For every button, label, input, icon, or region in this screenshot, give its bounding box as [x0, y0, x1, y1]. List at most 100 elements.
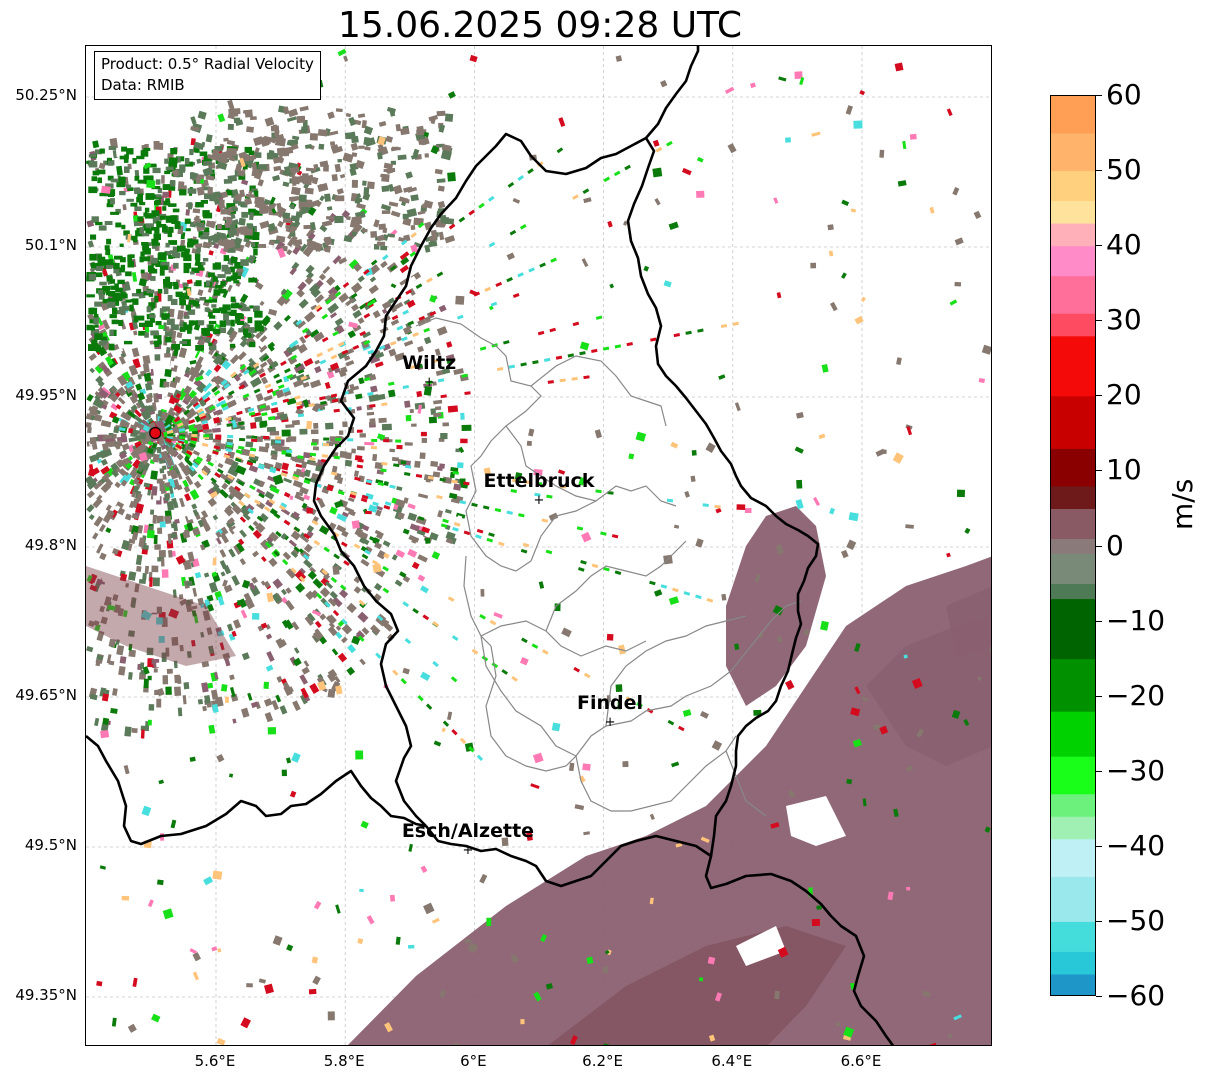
radar-map[interactable]: + Wiltz + Ettelbruck + Findel + Esch/Alzette: [85, 45, 992, 1046]
echo-bin: [451, 635, 459, 642]
echo-bin: [285, 568, 297, 579]
echo-bin: [323, 573, 331, 581]
echo-bin: [381, 402, 388, 407]
echo-bin: [402, 326, 412, 335]
echo-bin: [108, 160, 113, 166]
echo-bin: [116, 180, 126, 188]
echo-bin: [335, 437, 342, 441]
echo-bin: [395, 549, 406, 558]
echo-bin: [89, 319, 96, 324]
echo-bin: [238, 421, 245, 426]
echo-bin: [163, 282, 172, 289]
echo-bin: [399, 571, 407, 578]
echo-bin: [189, 948, 197, 955]
echo-bin: [903, 654, 908, 659]
echo-bin: [273, 130, 280, 138]
echo-bin: [671, 761, 680, 768]
echo-bin: [268, 308, 278, 316]
echo-bin: [402, 384, 410, 390]
echo-bin: [235, 449, 243, 455]
echo-bin: [187, 551, 195, 563]
echo-bin: [368, 373, 377, 381]
echo-bin: [239, 529, 247, 538]
echo-bin: [231, 630, 237, 637]
echo-bin: [721, 593, 727, 601]
echo-bin: [417, 493, 429, 499]
echo-bin: [691, 450, 697, 456]
echo-bin: [519, 657, 529, 666]
echo-bin: [255, 253, 265, 263]
echo-bin: [94, 149, 102, 155]
echo-bin: [304, 143, 312, 150]
echo-bin: [201, 442, 209, 448]
echo-bin: [173, 405, 183, 414]
echo-bin: [251, 438, 258, 443]
echo-bin: [261, 556, 267, 563]
echo-bin: [310, 589, 320, 599]
echo-bin: [295, 491, 304, 497]
echo-bin: [602, 346, 610, 351]
echo-bin: [193, 480, 202, 489]
echo-bin: [214, 472, 222, 479]
echo-bin: [307, 612, 316, 622]
echo-bin: [445, 218, 455, 225]
echo-bin: [259, 404, 266, 410]
echo-bin: [373, 219, 380, 228]
echo-bin: [188, 419, 196, 424]
echo-bin: [131, 271, 138, 282]
echo-bin: [458, 446, 465, 454]
echo-bin: [117, 397, 126, 405]
echo-bin: [174, 686, 182, 697]
echo-bin: [198, 413, 211, 424]
echo-bin: [365, 479, 373, 484]
echo-bin: [695, 538, 704, 548]
echo-bin: [615, 684, 623, 692]
echo-bin: [115, 403, 122, 410]
echo-bin: [156, 446, 162, 454]
echo-bin: [217, 113, 226, 123]
echo-bin: [327, 346, 334, 353]
echo-bin: [289, 790, 297, 798]
echo-bin: [393, 463, 400, 468]
echo-bin: [417, 210, 426, 216]
echo-bin: [696, 190, 705, 198]
echo-bin: [430, 229, 438, 240]
echo-bin: [140, 609, 153, 621]
echo-bin: [194, 336, 203, 340]
echo-bin: [248, 360, 257, 369]
echo-bin: [494, 507, 502, 513]
echo-bin: [374, 541, 383, 550]
echo-bin: [227, 517, 235, 525]
echo-bin: [88, 620, 95, 627]
echo-bin: [340, 366, 348, 374]
echo-bin: [248, 357, 254, 363]
echo-bin: [107, 175, 114, 181]
echo-bin: [946, 108, 953, 117]
echo-bin: [356, 202, 366, 210]
echo-bin: [113, 426, 120, 434]
echo-bin: [327, 625, 338, 637]
echo-bin: [146, 179, 156, 189]
echo-bin: [343, 55, 349, 62]
echo-bin: [803, 628, 810, 636]
echo-bin: [338, 257, 348, 265]
echo-bin: [124, 166, 130, 173]
echo-bin: [460, 412, 465, 420]
echo-bin: [162, 381, 170, 388]
echo-bin: [388, 201, 399, 207]
echo-bin: [133, 330, 138, 336]
echo-bin: [340, 541, 348, 548]
echo-bin: [292, 700, 301, 712]
echo-bin: [349, 493, 357, 499]
echo-bin: [191, 267, 200, 273]
echo-bin: [127, 410, 137, 420]
echo-bin: [260, 622, 268, 629]
echo-bin: [194, 221, 206, 229]
echo-bin: [110, 178, 119, 183]
echo-bin: [125, 299, 132, 303]
echo-bin: [285, 587, 292, 594]
echo-bin: [358, 599, 365, 606]
echo-bin: [192, 462, 199, 469]
echo-bin: [147, 619, 152, 626]
echo-bin: [226, 623, 234, 632]
